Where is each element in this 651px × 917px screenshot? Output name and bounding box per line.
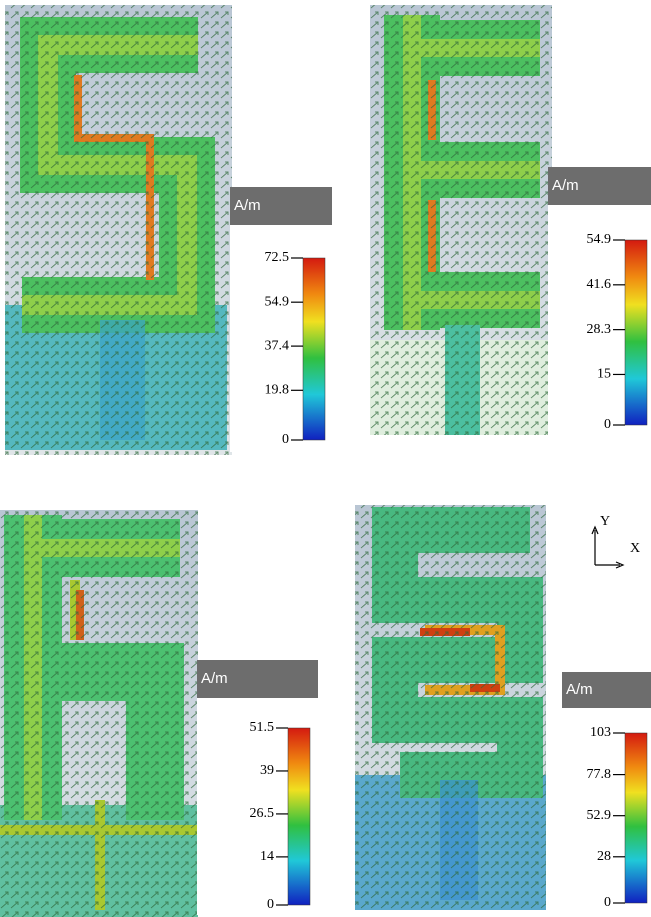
colorbar-tick-label: 54.9 bbox=[587, 232, 612, 247]
colorbar-tick-label: 0 bbox=[604, 895, 611, 910]
colorbar-tick-label: 41.6 bbox=[587, 277, 612, 292]
panel-2-art bbox=[370, 5, 552, 435]
colorbar-unit: A/m bbox=[552, 177, 579, 194]
colorbar-tick-label: 15 bbox=[597, 367, 611, 382]
colorbar-tick-label: 28.3 bbox=[587, 322, 612, 337]
colorbar-tick-label: 0 bbox=[267, 897, 274, 912]
colorbar-unit: A/m bbox=[566, 681, 593, 698]
colorbar bbox=[625, 240, 647, 425]
colorbar-tick-label: 0 bbox=[604, 417, 611, 432]
colorbar-tick-label: 39 bbox=[260, 763, 274, 778]
colorbar bbox=[303, 258, 325, 440]
colorbar-tick-label: 77.8 bbox=[587, 767, 612, 782]
colorbar-tick-label: 0 bbox=[282, 432, 289, 447]
axis-triad: Y X bbox=[592, 514, 640, 568]
colorbar-unit: A/m bbox=[234, 197, 261, 214]
panel-4-art bbox=[355, 505, 546, 910]
colorbar-tick-label: 52.9 bbox=[587, 808, 612, 823]
colorbar-tick-label: 19.8 bbox=[265, 383, 290, 398]
colorbar-tick-label: 28 bbox=[597, 849, 611, 864]
colorbar-tick-label: 26.5 bbox=[250, 806, 275, 821]
colorbar-tick-label: 14 bbox=[260, 849, 274, 864]
colorbar-tick-label: 103 bbox=[590, 725, 611, 740]
colorbar-tick-label: 54.9 bbox=[265, 294, 290, 309]
figure: Y X A/m 72.5 54.9 37.4 19.8 0 A/m 54.9 41.6 28.3 1… bbox=[0, 0, 651, 917]
colorbar-tick-label: 72.5 bbox=[265, 250, 290, 265]
panel-1-art bbox=[5, 5, 232, 455]
colorbar-unit: A/m bbox=[201, 670, 228, 687]
axis-x-label: X bbox=[630, 541, 640, 556]
colorbar-tick-label: 37.4 bbox=[265, 338, 290, 353]
panel-3-art bbox=[0, 510, 198, 917]
colorbar bbox=[625, 733, 647, 903]
colorbar bbox=[288, 728, 310, 905]
axis-y-label: Y bbox=[600, 514, 610, 529]
colorbar-tick-label: 51.5 bbox=[250, 720, 275, 735]
